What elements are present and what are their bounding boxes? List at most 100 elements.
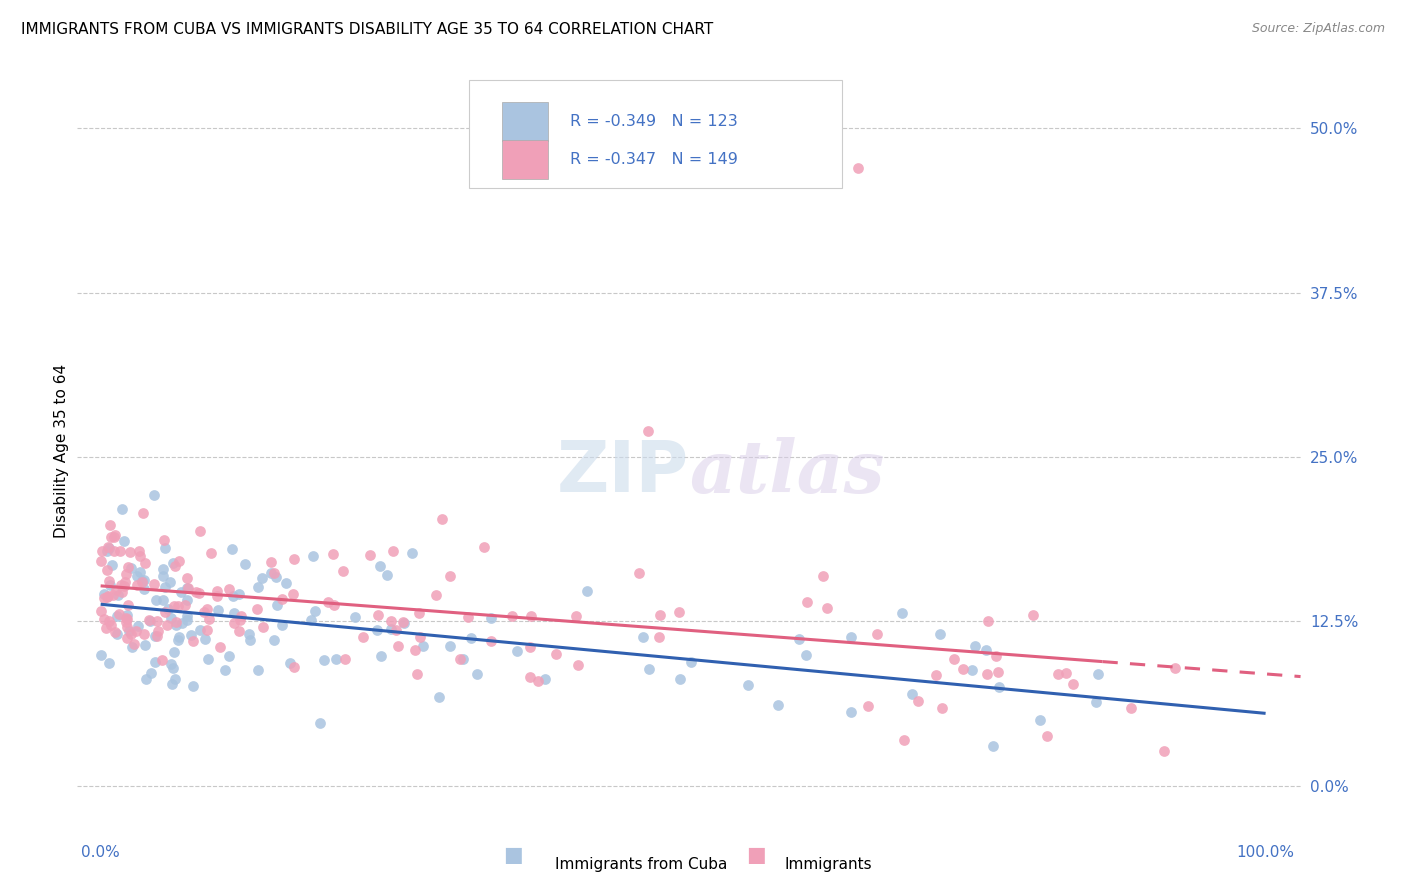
Point [811,568,834,582]
Point [138,614,160,628]
Text: atlas: atlas [689,437,884,508]
Point [146,614,169,628]
Point [519,670,541,684]
Point [152,568,174,582]
Point [439,639,461,653]
Point [766,698,789,713]
Point [138,613,160,627]
Point [96,621,118,635]
Point [229,609,252,624]
Point [526,673,548,688]
Point [159,611,181,625]
Point [460,631,482,645]
Point [465,666,488,681]
Point [114,566,136,581]
Point [97,589,120,603]
Point [479,610,502,624]
Point [163,644,186,658]
Point [100,530,122,544]
Point [90,544,112,558]
Point [156,602,179,616]
Point [900,687,922,701]
Point [404,643,426,657]
Point [98,614,121,628]
Point [409,630,432,644]
Point [981,739,1004,753]
Point [104,528,127,542]
Point [97,541,120,555]
Point [839,630,862,644]
Point [117,598,139,612]
Point [370,649,392,664]
Point [924,667,946,681]
Point [112,534,135,549]
Point [152,593,174,607]
Point [260,555,283,569]
Point [439,569,461,583]
Point [90,554,112,568]
Point [368,559,391,574]
Point [233,557,256,571]
Point [501,609,523,624]
Point [135,672,157,686]
Point [343,609,366,624]
Point [304,604,326,618]
Point [93,612,115,626]
Point [264,569,287,583]
Point [162,661,184,675]
Point [128,543,150,558]
Point [127,619,149,633]
Point [987,665,1010,679]
Point [427,690,450,705]
Point [170,584,193,599]
Point [312,653,335,667]
Point [143,655,166,669]
Point [238,627,260,641]
Point [207,602,229,616]
Point [1047,667,1070,681]
Point [156,618,179,632]
Point [406,666,429,681]
Point [1062,677,1084,691]
Point [263,633,285,648]
Point [928,627,950,641]
Point [129,565,152,579]
Point [112,580,135,594]
Point [97,540,120,554]
Point [858,698,880,713]
Point [205,589,228,603]
Point [115,620,138,634]
Point [167,631,190,645]
Point [218,648,240,663]
Point [451,652,474,666]
Point [117,559,139,574]
Point [188,524,211,539]
Point [162,556,184,570]
Point [1054,666,1077,681]
Point [246,602,269,616]
Point [127,577,149,591]
Point [120,561,142,575]
Point [125,569,148,583]
Point [176,571,198,585]
Point [205,583,228,598]
Point [974,643,997,657]
Point [93,587,115,601]
Point [333,652,356,666]
Point [146,628,169,642]
Point [115,611,138,625]
Point [1084,695,1107,709]
Point [412,639,434,653]
Point [143,576,166,591]
Point [891,607,914,621]
Point [152,562,174,576]
Point [214,664,236,678]
Point [270,617,292,632]
Point [176,592,198,607]
Point [669,673,692,687]
Point [141,665,163,680]
Point [866,626,889,640]
Point [98,517,121,532]
Point [309,716,332,731]
Point [380,614,402,628]
